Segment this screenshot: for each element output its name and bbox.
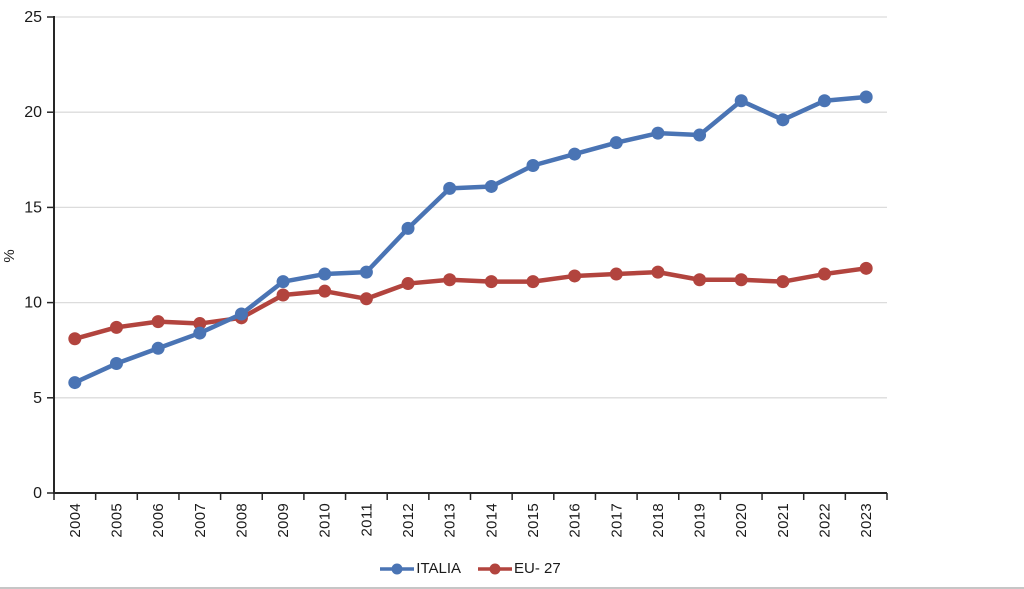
data-point-italia	[776, 113, 790, 127]
y-tick-label: 0	[33, 485, 42, 502]
data-point-italia	[818, 94, 832, 108]
y-tick-label: 10	[24, 295, 42, 312]
x-tick-label: 2018	[650, 503, 667, 538]
legend-item-eu-27: EU- 27	[477, 560, 561, 577]
legend-label: EU- 27	[514, 560, 561, 577]
data-point-italia	[651, 126, 665, 140]
data-point-eu-27	[401, 277, 415, 291]
data-point-italia	[151, 341, 165, 355]
data-point-italia	[193, 326, 207, 340]
x-tick-label: 2016	[567, 503, 584, 538]
data-point-eu-27	[651, 265, 665, 279]
legend: ITALIA EU- 27	[0, 560, 982, 577]
x-tick-label: 2017	[608, 503, 625, 538]
data-point-eu-27	[776, 275, 790, 289]
x-tick-label: 2022	[817, 503, 834, 538]
data-point-italia	[276, 275, 290, 289]
x-tick-label: 2023	[858, 503, 875, 538]
x-tick-label: 2009	[275, 503, 292, 538]
x-tick-label: 2005	[108, 503, 125, 538]
data-point-italia	[526, 159, 540, 173]
data-point-eu-27	[443, 273, 457, 287]
chart-svg: 0 5 10 15 20 25 2004 2005 2006 2007 2008 2009 2010 20…	[24, 9, 888, 538]
data-point-eu-27	[359, 292, 373, 306]
data-point-eu-27	[568, 269, 582, 283]
data-point-eu-27	[693, 273, 707, 287]
x-tick-label: 2007	[192, 503, 209, 538]
y-axis-title: %	[1, 249, 18, 263]
x-tick-label: 2008	[233, 503, 250, 538]
x-tick-label: 2004	[67, 503, 84, 538]
legend-label: ITALIA	[416, 560, 462, 577]
data-point-italia	[484, 179, 498, 193]
data-point-italia	[859, 90, 873, 104]
data-point-eu-27	[68, 332, 82, 346]
data-point-eu-27	[526, 275, 540, 289]
data-point-eu-27	[734, 273, 748, 287]
data-point-eu-27	[818, 267, 832, 281]
data-point-italia	[734, 94, 748, 108]
data-point-italia	[693, 128, 707, 142]
data-point-eu-27	[193, 317, 207, 331]
data-point-italia	[234, 307, 248, 321]
data-point-italia	[109, 357, 123, 371]
x-tick-label: 2020	[733, 503, 750, 538]
data-point-eu-27	[609, 267, 623, 281]
data-point-eu-27	[318, 284, 332, 298]
data-point-italia	[609, 136, 623, 150]
x-tick-label: 2021	[775, 503, 792, 538]
series-line-italia	[72, 94, 869, 385]
data-point-eu-27	[859, 261, 873, 275]
data-point-italia	[68, 376, 82, 390]
data-point-italia	[401, 221, 415, 235]
x-tick-label: 2019	[692, 503, 709, 538]
y-tick-label: 15	[24, 199, 42, 216]
x-tick-label: 2006	[150, 503, 167, 538]
y-tick-label: 25	[24, 9, 42, 26]
x-tick-label: 2010	[317, 503, 334, 538]
data-point-eu-27	[109, 320, 123, 334]
legend-item-italia: ITALIA	[379, 560, 461, 577]
x-tick-label: 2015	[525, 503, 542, 538]
data-point-italia	[318, 267, 332, 281]
y-tick-label: 5	[33, 390, 42, 407]
legend-marker-icon-eu-27	[478, 563, 513, 574]
x-tick-label: 2011	[358, 503, 375, 536]
data-point-italia	[359, 265, 373, 279]
x-tick-label: 2013	[442, 503, 459, 538]
data-point-eu-27	[484, 275, 498, 289]
y-tick-label: 20	[24, 104, 42, 121]
data-point-eu-27	[276, 288, 290, 302]
legend-marker-icon-italia	[380, 563, 415, 574]
data-point-italia	[568, 147, 582, 161]
x-tick-label: 2012	[400, 503, 417, 538]
series-line-eu-27	[72, 266, 869, 342]
x-tick-label: 2014	[483, 503, 500, 538]
data-point-eu-27	[151, 315, 165, 329]
data-point-italia	[443, 181, 457, 195]
